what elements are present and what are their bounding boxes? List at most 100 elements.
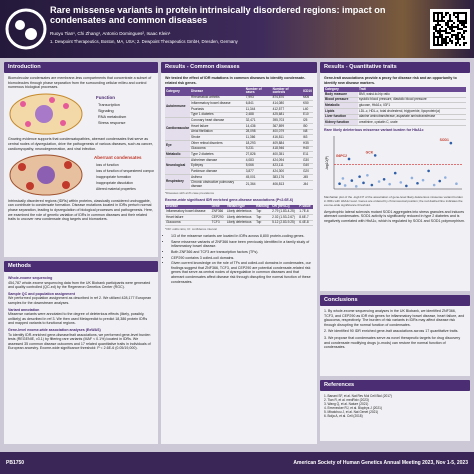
table-cell: TCF3 [210, 220, 226, 227]
qr-cell [433, 18, 435, 20]
table-cell: 400,351 [271, 151, 302, 159]
table-cell: 367,899 [271, 123, 302, 130]
qr-cell [437, 36, 439, 38]
qr-cell [435, 20, 437, 22]
qr-cell [457, 34, 459, 36]
table-row: Inflammatory bowel disease 6,841 414,080 K5… [165, 100, 313, 108]
qr-cell [445, 42, 447, 44]
table-cell: 424,094 [271, 157, 302, 164]
table-row: Stroke 11,366 416,811 I63 [165, 134, 313, 142]
table-header: Number of cases [244, 87, 272, 96]
table-cell: L40 [301, 106, 313, 113]
reference: 4. Emenecker RJ, et al. Biophys J (2021) [324, 406, 382, 411]
table-cell: Type 1 diabetes [190, 112, 245, 119]
logo-dot [25, 28, 37, 40]
table-cell: 14,436 [244, 123, 272, 130]
qr-cell [437, 44, 439, 46]
table-cell: 409,884 [271, 140, 302, 147]
qr-cell [455, 12, 457, 14]
qr-cell [461, 22, 463, 24]
table-cell: I25 [301, 117, 313, 125]
qr-cell [457, 40, 459, 42]
list-item: Same missense variants of ZNF366 have be… [171, 240, 313, 249]
table: Category Trait Body measure BMI, waist-to-h… [324, 87, 466, 127]
qr-cell [443, 20, 445, 22]
qr-cell [439, 36, 441, 38]
table-cell: Likely deleterious [225, 209, 256, 216]
qr-cell [433, 32, 435, 34]
qr-cell [441, 44, 443, 46]
table-cell: LDL-c, HDL-c, total cholesterol, triglyc… [357, 108, 466, 115]
authors: Ruoyu Tian¹, Chi Zhang¹, Antonio Domingu… [50, 31, 171, 36]
logo [5, 8, 47, 50]
table-cell: Glaucoma [165, 220, 211, 227]
figure: Aberrant condensates loss of function loss… [9, 154, 158, 196]
table-cell: 3,877 [244, 168, 272, 176]
table-cell: 27,826 [244, 151, 272, 159]
qr-cell [461, 20, 463, 22]
table-cell: Type 2 diabetes [190, 151, 245, 159]
table-row: Neurological Alzheimer disease 4,083 424,09… [165, 157, 313, 176]
section-body: Gene-trait associations provide a proxy … [320, 73, 470, 291]
point [350, 178, 354, 182]
section-body: Biomolecular condensates are membrane-le… [4, 73, 158, 257]
qr-cell [445, 24, 447, 26]
qr-cell [447, 12, 449, 14]
table-cell: 6,841 [244, 100, 272, 108]
table-cell: 412,577 [271, 106, 302, 113]
qr-cell [463, 12, 465, 14]
table-cell: J45 [301, 174, 313, 181]
paragraph: Gene-trait associations provide a proxy … [324, 76, 457, 85]
table-cell: 4,083 [244, 157, 272, 164]
table-cell: 9,231 [244, 146, 272, 153]
table-cell: H40 [301, 146, 313, 153]
table-cell: 2.02 (1.53-2.67) [271, 214, 299, 221]
table-row: Respiratory Asthma 45,001 383,176 J45 [165, 174, 313, 191]
table-cell: Top [255, 214, 272, 221]
paragraph: Intrinsically disordered regions (IDRs) … [8, 198, 154, 222]
qr-cell [443, 30, 445, 32]
table-row: Inflammatory bowel disease ZNF366 Likely d… [165, 209, 313, 216]
qr-cell [451, 28, 453, 30]
reference: 5. Mbatchou J, et al. Nat Genet (2021) [324, 410, 379, 415]
qr-cell [437, 14, 439, 16]
qr-cell [437, 22, 439, 24]
qr-cell [449, 26, 451, 28]
table-cell: 425,681 [271, 112, 302, 119]
qr-cell [433, 28, 435, 30]
qr-cell [433, 20, 435, 22]
table-cell: J44 [301, 180, 313, 191]
qr-cell [433, 36, 435, 38]
qr-cell [433, 12, 435, 14]
table-cell: 400,079 [271, 129, 302, 136]
figure-item: loss of function [96, 163, 119, 167]
qr-cell [455, 42, 457, 44]
point [427, 169, 430, 172]
qr-cell [463, 44, 465, 46]
point [410, 176, 414, 179]
qr-cell [449, 32, 451, 34]
figure-item: Transcription [98, 103, 120, 107]
qr-cell [445, 12, 447, 14]
point [416, 181, 419, 185]
point [405, 184, 408, 187]
table-cell: Other retinal disorders [190, 140, 245, 147]
table-cell: glucose, HbA1c, IGF1 [357, 102, 466, 110]
qr-cell [461, 24, 463, 26]
qr-code [430, 9, 470, 49]
qr-cell [449, 20, 451, 22]
table-row: Glaucoma 9,231 418,946 H40 [165, 146, 313, 153]
qr-cell [453, 22, 455, 24]
qr-cell [435, 30, 437, 32]
table-cell: 395,703 [271, 117, 302, 125]
qr-cell [451, 26, 453, 28]
table-cell: 418,946 [271, 146, 302, 153]
table-header: Disease [165, 204, 211, 210]
table-cell: G40 [301, 163, 313, 170]
paragraph: We tested the effect of IDR mutations in… [165, 76, 306, 85]
point [388, 182, 391, 186]
subheading: Exome-wide significant IDR enriched gene… [165, 197, 294, 202]
qr-cell [441, 26, 443, 28]
qr-cell [451, 24, 453, 26]
qr-cell [437, 32, 439, 34]
